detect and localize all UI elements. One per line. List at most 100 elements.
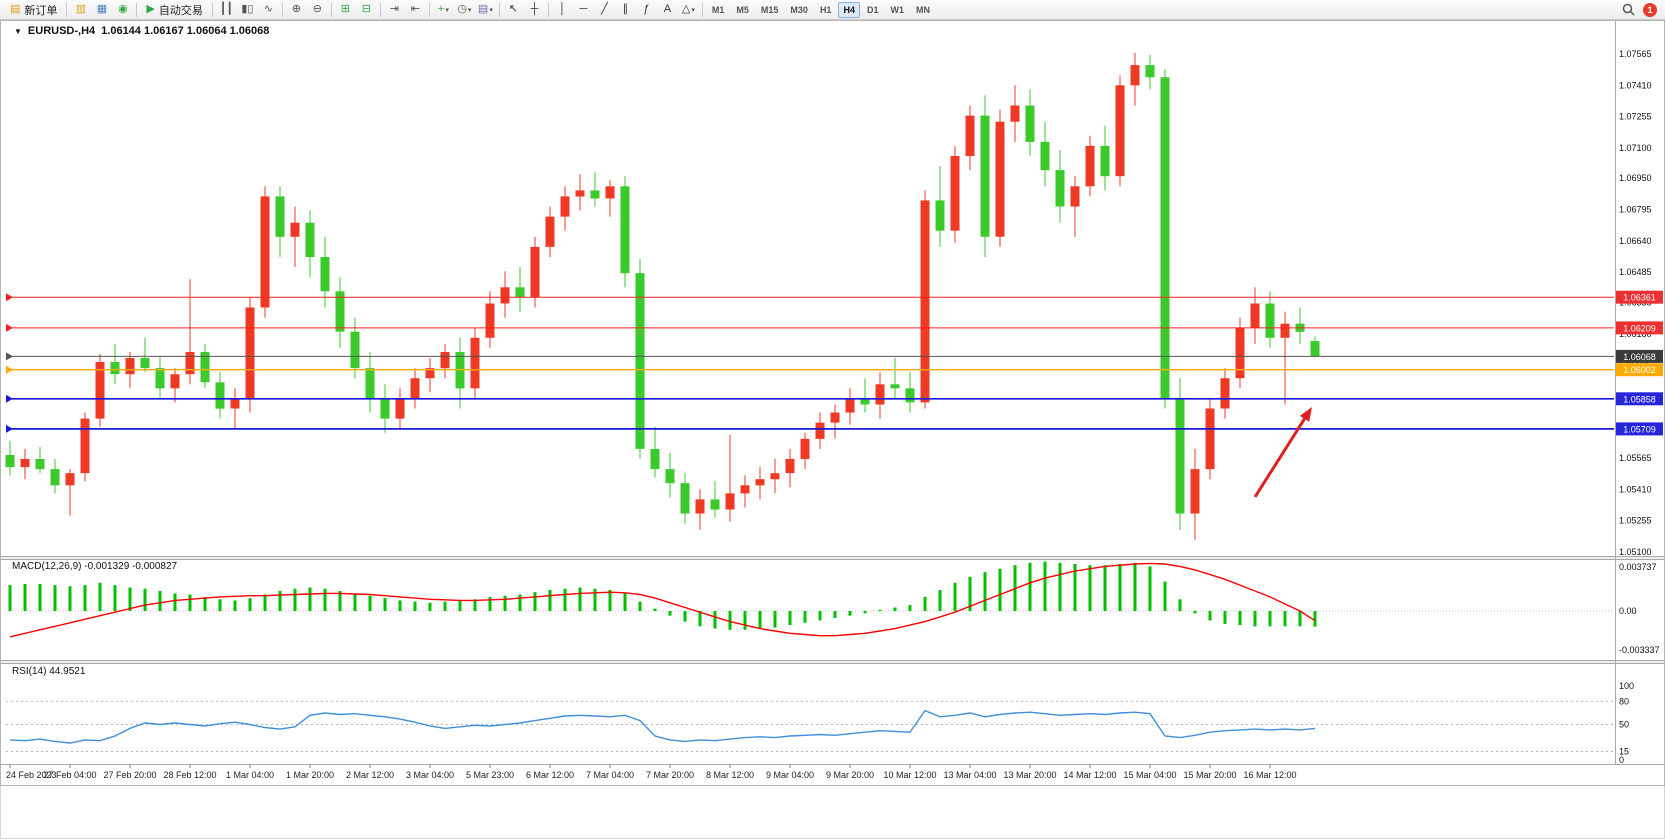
line-chart-icon: ∿ (263, 3, 273, 15)
svg-text:-0.003337: -0.003337 (1619, 645, 1660, 655)
symbol-dropdown-icon[interactable]: ▼ (14, 27, 22, 36)
channel-icon: ∥ (622, 3, 629, 15)
svg-text:27 Feb 04:00: 27 Feb 04:00 (43, 770, 96, 780)
svg-text:1 Mar 20:00: 1 Mar 20:00 (286, 770, 334, 780)
new-order-icon: ▤ (10, 3, 21, 15)
svg-text:1.07410: 1.07410 (1619, 80, 1652, 90)
trendline-icon: ╱ (601, 3, 608, 15)
cascade-windows-icon[interactable]: ⊟ (356, 3, 377, 16)
crosshair-icon: ┼ (530, 3, 539, 15)
timeframe-group: M1 M5 M15 M30 H1 H4 D1 W1 MN (706, 1, 936, 18)
toolbar-separator (498, 2, 500, 17)
indicators-button[interactable]: + ▾ (433, 3, 454, 16)
search-icon[interactable] (1622, 3, 1635, 16)
svg-text:1.05709: 1.05709 (1623, 424, 1656, 434)
svg-text:1.06640: 1.06640 (1619, 236, 1652, 246)
svg-text:1.05100: 1.05100 (1619, 547, 1652, 557)
fibonacci-icon[interactable]: ƒ (636, 3, 657, 16)
svg-text:1.06361: 1.06361 (1623, 293, 1656, 303)
svg-text:14 Mar 12:00: 14 Mar 12:00 (1063, 770, 1116, 780)
caret-down-icon: ▾ (691, 6, 695, 14)
chart-shift-icon[interactable]: ⇤ (405, 3, 426, 16)
svg-text:0.00: 0.00 (1619, 606, 1637, 616)
svg-text:1.05858: 1.05858 (1623, 394, 1656, 404)
timeframe-h1[interactable]: H1 (819, 4, 832, 15)
svg-text:1.06002: 1.06002 (1623, 365, 1656, 375)
zoom-in-icon: ⊕ (291, 3, 301, 15)
svg-text:10 Mar 12:00: 10 Mar 12:00 (883, 770, 936, 780)
periods-icon: ◷ (457, 3, 467, 15)
zoom-out-icon[interactable]: ⊖ (307, 3, 328, 16)
notification-badge[interactable]: 1 (1643, 2, 1657, 17)
toolbar-items: ▤ 新订单 ▥ ▦ ◉ ▶ 自动交易 ┃┃ ▮▯ ∿ ⊕ ⊖ ⊞ ⊟ ⇥ ⇤ + ▾ ◷ ▾ ▤ ▾ ↖ ┼ │ ─ ╱ ∥ ƒ A △ ▾ (4, 1, 706, 19)
timeframe-m5[interactable]: M5 (736, 4, 749, 15)
ohlc-bars-icon[interactable]: ┃┃ (216, 3, 237, 16)
svg-text:13 Mar 20:00: 13 Mar 20:00 (1003, 770, 1056, 780)
toolbar-separator (330, 2, 332, 17)
svg-text:80: 80 (1619, 696, 1629, 706)
horizontal-line-icon: ─ (579, 3, 588, 15)
auto-scroll-icon[interactable]: ⇥ (384, 3, 405, 16)
auto-trading-button[interactable]: ▶ 自动交易 (140, 1, 208, 19)
tile-windows-icon[interactable]: ⊞ (335, 3, 356, 16)
cursor-icon[interactable]: ↖ (503, 3, 524, 16)
crosshair-icon[interactable]: ┼ (524, 3, 545, 16)
shapes-icon: △ (681, 3, 691, 15)
svg-text:15 Mar 20:00: 15 Mar 20:00 (1183, 770, 1236, 780)
toolbar-separator (547, 2, 549, 17)
svg-text:1.07100: 1.07100 (1619, 143, 1652, 153)
chart-window: 1.07565 1.07410 1.07255 1.07100 1.06950 1.067… (0, 20, 1665, 786)
cascade-windows-icon: ⊟ (361, 3, 371, 15)
channel-icon[interactable]: ∥ (615, 3, 636, 16)
market-watch-icon: ▥ (75, 3, 87, 15)
new-order-button[interactable]: ▤ 新订单 (4, 1, 63, 19)
svg-text:9 Mar 04:00: 9 Mar 04:00 (766, 770, 814, 780)
svg-text:0.003737: 0.003737 (1619, 562, 1657, 572)
vertical-line-icon: │ (558, 3, 566, 15)
auto-trading-button-label: 自动交易 (158, 4, 203, 17)
toolbar-separator (211, 2, 213, 17)
candlestick-icon[interactable]: ▮▯ (237, 3, 258, 16)
horizontal-line-icon[interactable]: ─ (573, 3, 594, 16)
timeframe-mn[interactable]: MN (915, 4, 930, 15)
svg-text:13 Mar 04:00: 13 Mar 04:00 (943, 770, 996, 780)
text-icon[interactable]: A (657, 3, 678, 16)
timeframe-w1[interactable]: W1 (890, 4, 904, 15)
svg-text:50: 50 (1619, 720, 1629, 730)
chart-shift-icon: ⇤ (410, 3, 420, 15)
templates-button[interactable]: ▤ ▾ (475, 3, 496, 16)
svg-text:1.06209: 1.06209 (1623, 323, 1656, 333)
svg-text:15: 15 (1619, 746, 1629, 756)
caret-down-icon: ▾ (445, 6, 449, 14)
timeframe-m1[interactable]: M1 (711, 4, 725, 15)
svg-text:0: 0 (1619, 755, 1624, 765)
trendline-icon[interactable]: ╱ (594, 3, 615, 16)
timeframe-m30[interactable]: M30 (790, 4, 808, 15)
svg-text:7 Mar 20:00: 7 Mar 20:00 (646, 770, 694, 780)
market-watch-icon[interactable]: ▥ (70, 3, 91, 16)
svg-text:1.07255: 1.07255 (1619, 112, 1652, 122)
zoom-in-icon[interactable]: ⊕ (286, 3, 307, 16)
svg-text:1.07565: 1.07565 (1619, 49, 1652, 59)
data-window-icon[interactable]: ▦ (91, 3, 112, 16)
svg-text:1.06485: 1.06485 (1619, 267, 1652, 277)
auto-scroll-icon: ⇥ (389, 3, 399, 15)
svg-text:1.05565: 1.05565 (1619, 453, 1652, 463)
sound-icon[interactable]: ◉ (112, 3, 133, 16)
timeframe-h4[interactable]: H4 (838, 1, 860, 18)
timeframe-m15[interactable]: M15 (760, 4, 779, 15)
zoom-out-icon: ⊖ (312, 3, 322, 15)
text-icon: A (663, 3, 672, 15)
caret-down-icon: ▾ (489, 6, 493, 14)
vertical-line-icon[interactable]: │ (552, 3, 573, 16)
status-area (0, 786, 1665, 839)
chart-canvas[interactable]: 1.07565 1.07410 1.07255 1.07100 1.06950 1.067… (0, 20, 1665, 786)
timeframe-d1[interactable]: D1 (866, 4, 879, 15)
periods-button[interactable]: ◷ ▾ (454, 3, 475, 16)
toolbar-separator (701, 2, 703, 17)
shapes-icon[interactable]: △ ▾ (678, 3, 699, 16)
line-chart-icon[interactable]: ∿ (258, 3, 279, 16)
auto-trading-icon: ▶ (146, 3, 155, 15)
svg-text:7 Mar 04:00: 7 Mar 04:00 (586, 770, 634, 780)
toolbar-separator (136, 2, 138, 17)
